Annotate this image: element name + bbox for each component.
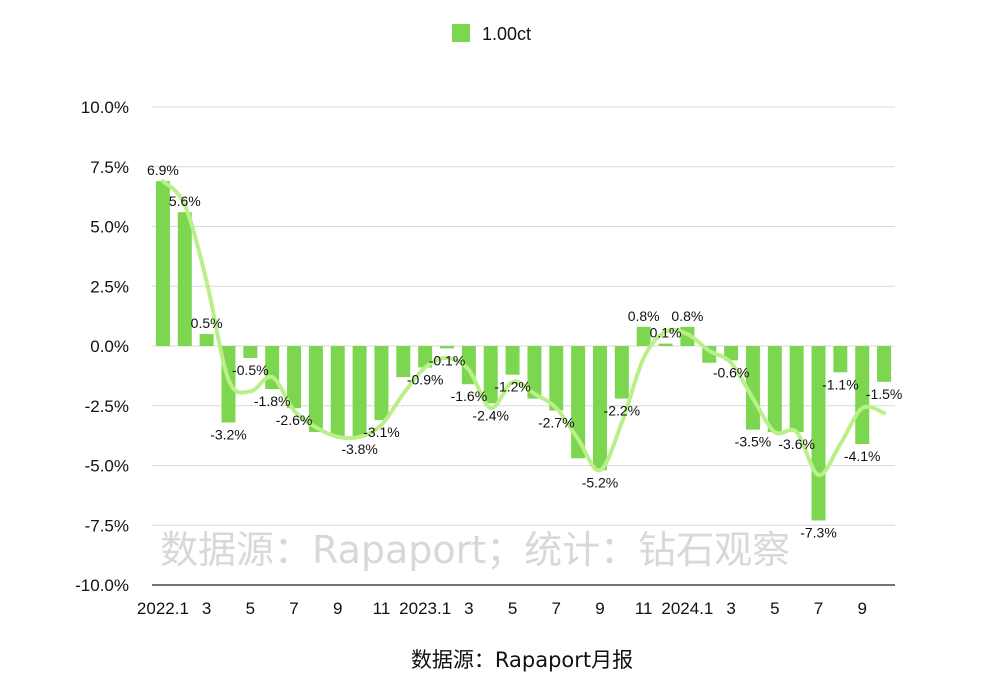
bar bbox=[287, 346, 302, 409]
data-label: -1.5% bbox=[866, 386, 903, 402]
data-label: 0.1% bbox=[650, 325, 682, 341]
bar bbox=[308, 346, 323, 433]
bar bbox=[549, 346, 564, 411]
bar bbox=[614, 346, 629, 399]
data-labels: 6.9%5.6%0.5%-3.2%-0.5%-1.8%-2.6%-3.8%-3.… bbox=[147, 162, 902, 540]
trend-line-group bbox=[160, 179, 887, 478]
y-tick-label: -5.0% bbox=[85, 457, 129, 476]
watermark: 数据源：Rapaport；统计：钻石观察 bbox=[160, 528, 790, 572]
bar bbox=[483, 346, 498, 404]
x-tick-label: 3 bbox=[726, 599, 735, 618]
data-label: -3.5% bbox=[735, 434, 772, 450]
gridlines bbox=[152, 106, 895, 586]
bar bbox=[767, 346, 782, 433]
legend-label: 1.00ct bbox=[482, 24, 531, 44]
data-label: -2.2% bbox=[604, 403, 641, 419]
x-tick-label: 11 bbox=[373, 599, 391, 618]
data-label: -1.1% bbox=[822, 376, 859, 392]
bar bbox=[155, 181, 170, 346]
x-tick-label: 2022.1 bbox=[137, 599, 189, 618]
bar bbox=[636, 326, 651, 346]
data-label: -7.3% bbox=[800, 524, 837, 540]
y-tick-label: 0.0% bbox=[90, 337, 129, 356]
x-tick-label: 11 bbox=[635, 599, 653, 618]
bar bbox=[724, 346, 739, 361]
data-label: -2.4% bbox=[472, 407, 509, 423]
y-tick-label: 10.0% bbox=[81, 98, 129, 117]
bar bbox=[571, 346, 586, 459]
data-label: -1.8% bbox=[254, 393, 291, 409]
x-tick-label: 3 bbox=[202, 599, 211, 618]
data-label: 0.8% bbox=[628, 308, 660, 324]
bar bbox=[811, 346, 826, 521]
data-label: -0.6% bbox=[713, 364, 750, 380]
bar bbox=[177, 212, 192, 346]
source-note: 数据源：Rapaport月报 bbox=[411, 648, 633, 672]
bar bbox=[352, 346, 367, 437]
x-tick-label: 5 bbox=[246, 599, 255, 618]
bar bbox=[855, 346, 870, 444]
x-tick-label: 9 bbox=[333, 599, 342, 618]
x-tick-label: 2023.1 bbox=[399, 599, 451, 618]
legend-swatch bbox=[452, 24, 470, 42]
bar bbox=[243, 346, 258, 358]
data-label: -3.8% bbox=[341, 441, 378, 457]
bar bbox=[833, 346, 848, 373]
bar bbox=[745, 346, 760, 430]
data-label: -0.5% bbox=[232, 362, 269, 378]
data-label: 6.9% bbox=[147, 162, 179, 178]
bar bbox=[199, 334, 214, 346]
data-label: 0.8% bbox=[671, 308, 703, 324]
data-label: -2.6% bbox=[276, 412, 313, 428]
y-axis-ticks: 10.0% 7.5% 5.0% 2.5% 0.0% -2.5% -5.0% -7.5% -10.… bbox=[75, 98, 129, 595]
y-tick-label: -2.5% bbox=[85, 397, 129, 416]
data-label: -0.1% bbox=[429, 352, 466, 368]
y-tick-label: -7.5% bbox=[85, 516, 129, 535]
bar bbox=[440, 346, 455, 349]
bar bbox=[418, 346, 433, 368]
data-label: -1.6% bbox=[451, 388, 488, 404]
data-label: 5.6% bbox=[169, 193, 201, 209]
y-tick-label: 5.0% bbox=[90, 218, 129, 237]
trend-line bbox=[160, 179, 887, 478]
x-tick-label: 5 bbox=[770, 599, 779, 618]
bar bbox=[396, 346, 411, 378]
data-label: 0.5% bbox=[191, 315, 223, 331]
bar bbox=[505, 346, 520, 375]
data-label: -4.1% bbox=[844, 448, 881, 464]
x-tick-label: 2024.1 bbox=[661, 599, 713, 618]
x-tick-label: 5 bbox=[508, 599, 517, 618]
data-label: -0.9% bbox=[407, 372, 444, 388]
bar bbox=[330, 346, 345, 437]
data-label: -5.2% bbox=[582, 474, 619, 490]
y-tick-label: 2.5% bbox=[90, 277, 129, 296]
data-label: -3.6% bbox=[778, 436, 815, 452]
data-label: -1.2% bbox=[494, 379, 531, 395]
x-tick-label: 3 bbox=[464, 599, 473, 618]
x-tick-label: 7 bbox=[552, 599, 561, 618]
x-tick-label: 7 bbox=[814, 599, 823, 618]
x-tick-label: 9 bbox=[857, 599, 866, 618]
data-label: -3.2% bbox=[210, 426, 247, 442]
bar bbox=[374, 346, 389, 421]
bar bbox=[877, 346, 892, 382]
y-tick-label: -10.0% bbox=[75, 576, 129, 595]
data-label: -3.1% bbox=[363, 424, 400, 440]
bar bbox=[592, 346, 607, 471]
x-axis-ticks: 2022.1 3 5 7 9 11 2023.1 3 5 7 9 11 2024.1 3 5 7 9 bbox=[137, 599, 867, 618]
x-tick-label: 9 bbox=[595, 599, 604, 618]
y-tick-label: 7.5% bbox=[90, 158, 129, 177]
legend: 1.00ct bbox=[452, 24, 531, 44]
bar bbox=[789, 346, 804, 433]
data-label: -2.7% bbox=[538, 415, 575, 431]
bar bbox=[658, 343, 673, 346]
x-tick-label: 7 bbox=[289, 599, 298, 618]
bar bbox=[527, 346, 542, 399]
bars bbox=[155, 181, 892, 521]
